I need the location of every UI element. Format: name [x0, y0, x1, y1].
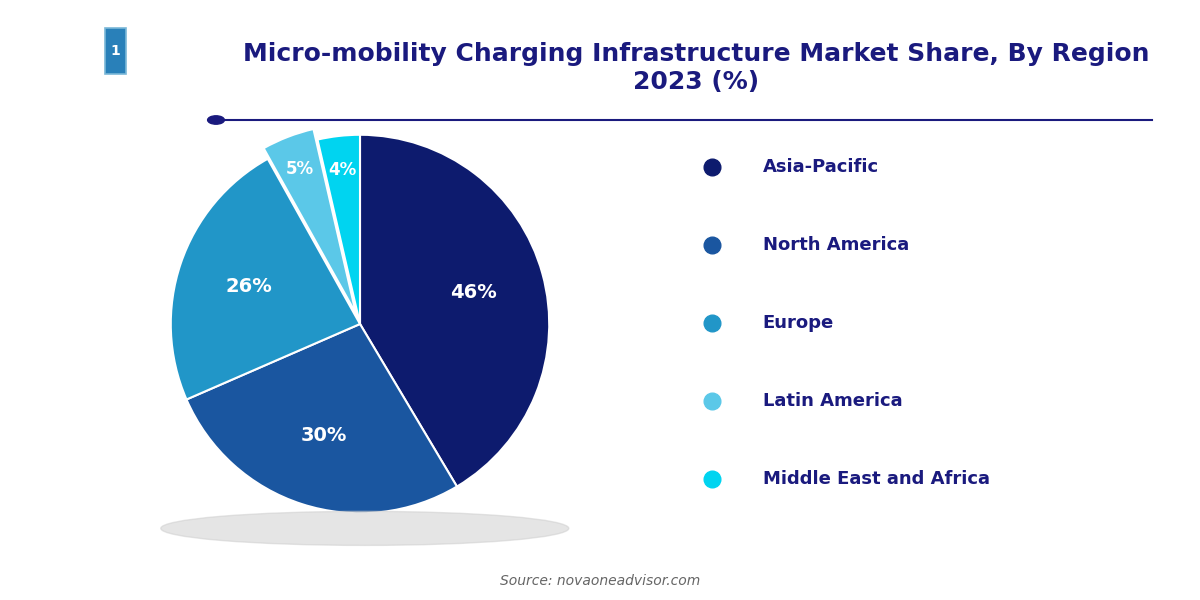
Text: ADVISOR: ADVISOR [130, 44, 200, 58]
Text: Middle East and Africa: Middle East and Africa [763, 470, 990, 488]
Text: 46%: 46% [450, 283, 497, 302]
Text: 4%: 4% [329, 161, 356, 179]
Text: 30%: 30% [301, 426, 347, 445]
Ellipse shape [161, 511, 569, 545]
Text: Source: novaoneadvisor.com: Source: novaoneadvisor.com [500, 574, 700, 588]
Text: 26%: 26% [226, 277, 272, 296]
Text: Asia-Pacific: Asia-Pacific [763, 158, 878, 176]
Wedge shape [360, 135, 550, 487]
Wedge shape [318, 135, 360, 324]
Text: Micro-mobility Charging Infrastructure Market Share, By Region
2023 (%): Micro-mobility Charging Infrastructure M… [242, 42, 1150, 94]
Text: NOVA: NOVA [28, 44, 71, 58]
Text: 1: 1 [110, 44, 120, 58]
Wedge shape [186, 324, 457, 513]
Text: 5%: 5% [286, 160, 314, 178]
Text: Europe: Europe [763, 314, 834, 332]
Text: Latin America: Latin America [763, 392, 902, 410]
Wedge shape [264, 129, 356, 313]
Text: North America: North America [763, 236, 908, 254]
FancyBboxPatch shape [106, 28, 126, 74]
Wedge shape [170, 159, 360, 400]
